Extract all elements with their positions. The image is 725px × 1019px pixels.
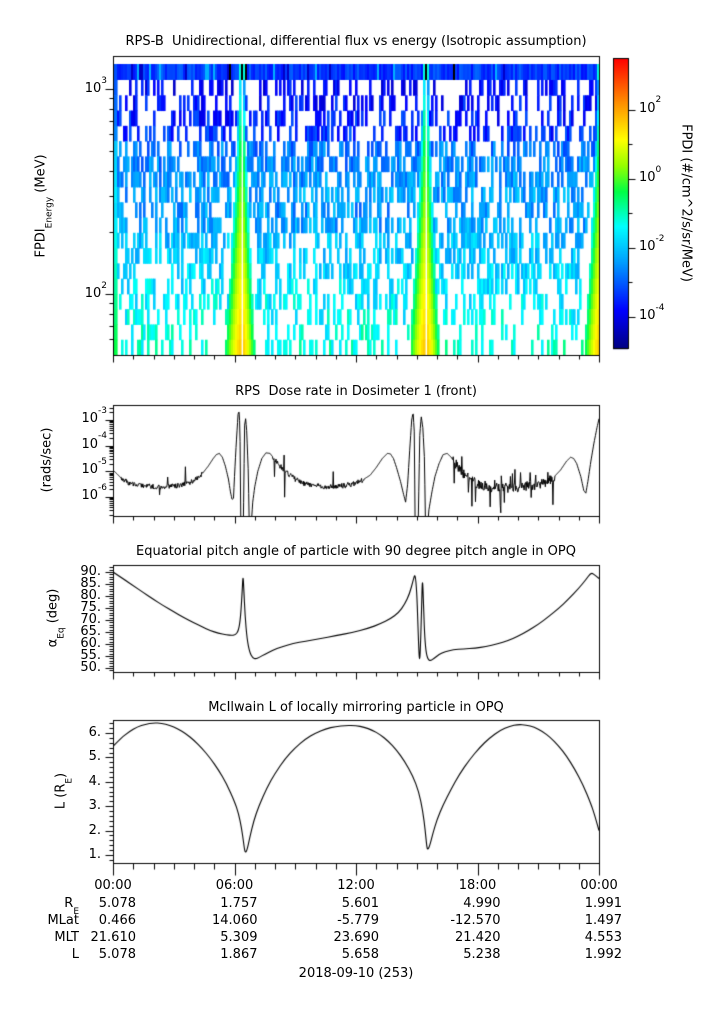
- panel3-ytick-70: 70.: [80, 612, 101, 627]
- table-value-r2c2: 23.690: [333, 930, 380, 945]
- table-value-r3c2: 5.658: [341, 947, 379, 962]
- time-tick-4: 00:00: [580, 878, 618, 893]
- panel2-ytick-1e-5: 10-5: [81, 457, 107, 478]
- panel4-ytick-4: 4.: [88, 773, 101, 789]
- panel2-ytick-1e-4: 10-4: [81, 431, 107, 452]
- panel3-ytick-55: 55.: [80, 648, 101, 663]
- panel3-ytick-80: 80.: [80, 588, 101, 603]
- table-row-label-mlt: MLT: [54, 930, 79, 945]
- table-row-label-l: L: [71, 947, 79, 962]
- table-value-r0c4: 1.991: [584, 896, 622, 911]
- panel3-ytick-90: 90.: [80, 564, 101, 579]
- table-value-r2c4: 4.553: [584, 930, 622, 945]
- panel4-ytick-3: 3.: [88, 798, 101, 814]
- panel1-ytick-1e3: 103: [84, 75, 107, 96]
- colorbar-axis-label: FPDI (#/cm^2/s/sr/MeV): [678, 124, 694, 282]
- table-value-r1c2: -5.779: [337, 913, 379, 928]
- panel2-title: RPS Dose rate in Dosimeter 1 (front): [235, 384, 477, 399]
- table-value-r1c4: 1.497: [584, 913, 622, 928]
- panel3-ytick-65: 65.: [80, 624, 101, 639]
- table-value-r3c1: 1.867: [220, 947, 258, 962]
- table-value-r0c2: 5.601: [341, 896, 379, 911]
- panel1-y-axis-label: FPDIEnergy (MeV): [33, 154, 55, 258]
- panel4-ytick-1: 1.: [88, 847, 101, 862]
- colorbar-tick-1e-4: 10-4: [639, 302, 665, 323]
- panel4-ytick-6: 6.: [88, 725, 101, 740]
- panel4-y-axis-label: L (RE): [53, 772, 75, 810]
- table-row-label-mlat: MLat: [47, 913, 79, 928]
- table-value-r0c0: 5.078: [98, 896, 136, 911]
- date-label: 2018-09-10 (253): [298, 966, 414, 981]
- time-tick-1: 06:00: [215, 878, 254, 893]
- table-value-r0c1: 1.757: [220, 896, 258, 911]
- table-value-r1c3: -12.570: [450, 913, 501, 928]
- panel2-y-axis-label: (rads/sec): [39, 427, 55, 493]
- time-tick-2: 12:00: [337, 878, 375, 893]
- panel4-ytick-5: 5.: [88, 749, 101, 765]
- panel3-ytick-75: 75.: [80, 600, 101, 615]
- colorbar-tick-1e2: 102: [639, 95, 662, 116]
- panel3-title: Equatorial pitch angle of particle with …: [136, 544, 576, 559]
- panel2-ytick-1e-3: 10-3: [81, 405, 107, 426]
- panel3-y-axis-label: αEq (deg): [45, 588, 67, 648]
- time-tick-3: 18:00: [458, 878, 497, 893]
- table-value-r2c3: 21.420: [455, 930, 501, 945]
- table-value-r3c0: 5.078: [98, 947, 136, 962]
- table-value-r1c1: 14.060: [212, 913, 258, 928]
- panel4-title: McIlwain L of locally mirroring particle…: [208, 700, 504, 715]
- table-value-r2c0: 21.610: [90, 930, 137, 945]
- panel1-ytick-1e2: 102: [84, 280, 107, 301]
- table-value-r3c4: 1.992: [584, 947, 622, 962]
- panel3-ytick-50: 50.: [80, 660, 101, 675]
- panel3-ytick-60: 60.: [80, 636, 101, 651]
- table-row-label-r: RE: [64, 896, 79, 917]
- colorbar-tick-1e0: 100: [639, 164, 662, 185]
- table-value-r0c3: 4.990: [463, 896, 501, 911]
- panel1-title: RPS-B Unidirectional, differential flux …: [125, 34, 587, 49]
- table-value-r2c1: 5.309: [220, 930, 258, 945]
- colorbar-tick-1e-2: 10-2: [639, 233, 665, 254]
- panel4-ytick-2: 2.: [88, 822, 101, 838]
- time-tick-0: 00:00: [94, 878, 132, 893]
- panel3-ytick-85: 85.: [80, 576, 101, 591]
- table-value-r1c0: 0.466: [98, 913, 136, 928]
- table-value-r3c3: 5.238: [463, 947, 501, 962]
- panel2-ytick-1e-6: 10-6: [81, 482, 107, 503]
